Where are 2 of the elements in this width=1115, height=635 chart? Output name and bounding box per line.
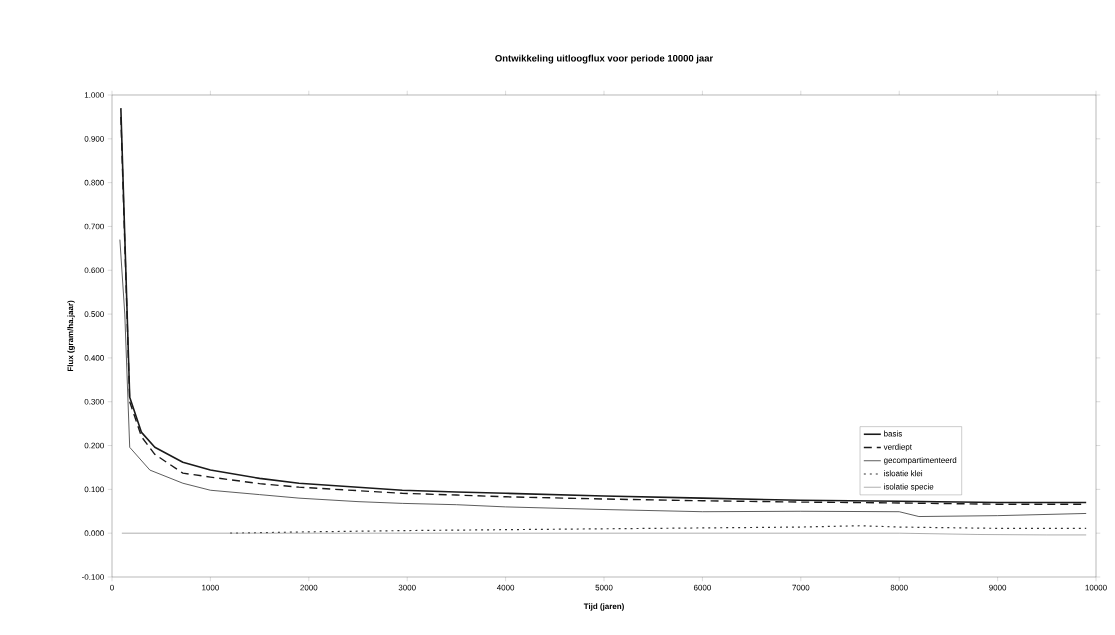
chart-title: Ontwikkeling uitloogflux voor periode 10000 jaar (495, 54, 714, 64)
line-series (119, 239, 1087, 517)
